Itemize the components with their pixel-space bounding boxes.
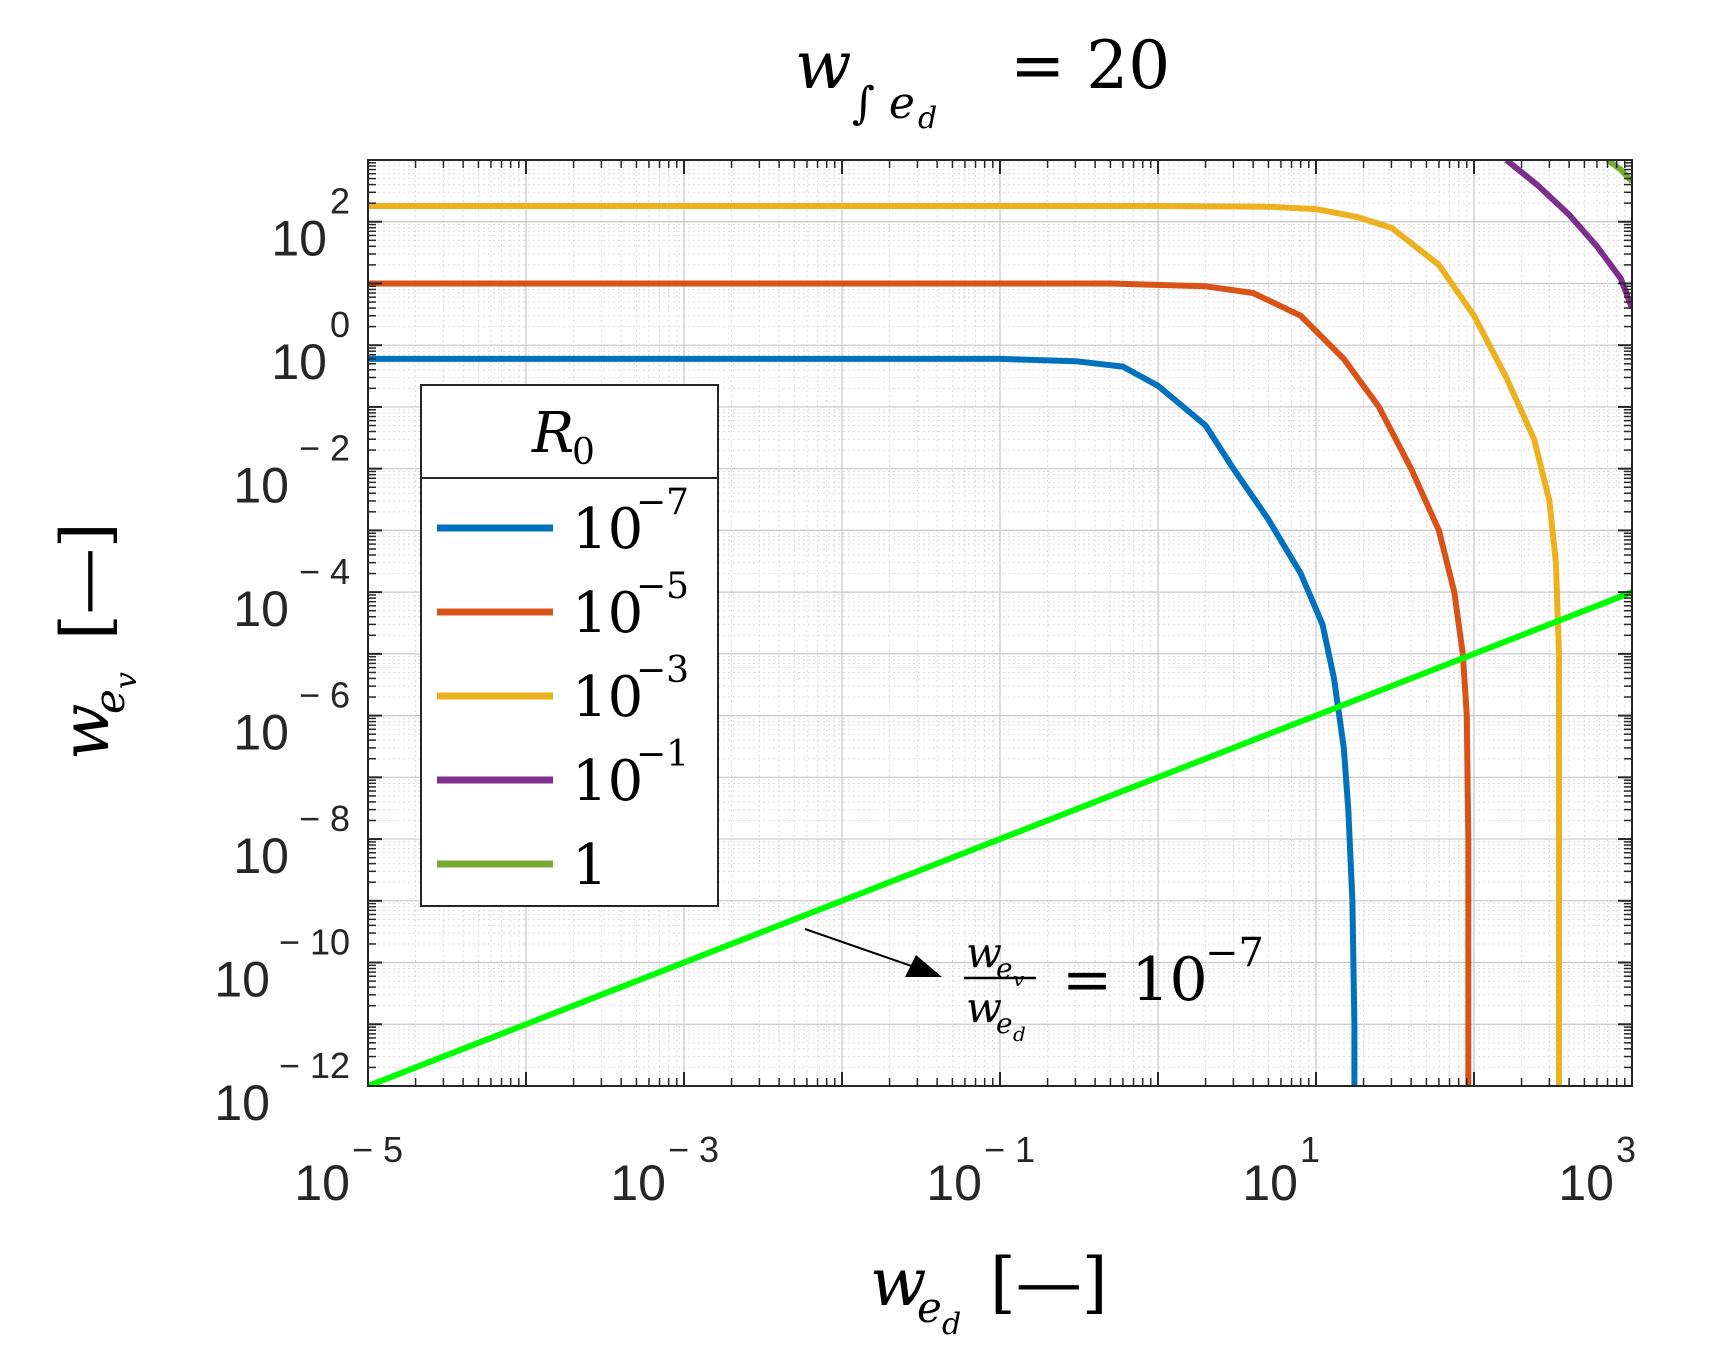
legend-entry: 1 — [437, 833, 608, 898]
legend-entry-base: 10 — [572, 581, 643, 646]
legend-entry-exponent: −1 — [636, 734, 689, 775]
chart-title: w — [795, 27, 852, 104]
y-tick-label-base: 10 — [233, 458, 289, 514]
series-layer — [368, 160, 1632, 1086]
title-rhs: = 20 — [1010, 27, 1170, 104]
legend-entry-exponent: −7 — [636, 482, 689, 523]
y-tick-label-exponent: 2 — [330, 181, 350, 222]
x-tick-label: 10− 5 — [294, 1129, 403, 1211]
annotation-num-var: w — [966, 928, 1002, 977]
y-tick-label-exponent: − 8 — [299, 798, 350, 839]
series-line-5 — [368, 589, 1632, 1086]
y-tick-label-exponent: − 10 — [279, 922, 350, 963]
title-integral-sub: ∫ e — [852, 78, 915, 129]
y-tick-label-base: 10 — [271, 334, 327, 390]
annotation-rhs: = 10 — [1062, 945, 1208, 1015]
legend-entry-exponent: −3 — [636, 650, 689, 691]
y-tick-label-exponent: − 2 — [299, 428, 350, 469]
title-subsub: d — [918, 101, 937, 136]
x-tick-label-base: 10 — [294, 1155, 350, 1211]
x-tick-label-base: 10 — [610, 1155, 666, 1211]
y-axis-label-var: w — [47, 704, 124, 761]
y-tick-label: − 410 — [233, 551, 350, 637]
legend-entry: 10−7 — [437, 482, 689, 562]
x-tick-label: 10− 1 — [926, 1129, 1035, 1211]
x-tick-label-exponent: − 5 — [352, 1129, 403, 1170]
y-tick-label: 210 — [271, 181, 350, 267]
y-tick-label: − 610 — [233, 675, 350, 761]
y-tick-label-base: 10 — [214, 952, 270, 1008]
series-line-0 — [368, 355, 1358, 1086]
y-tick-label-base: 10 — [233, 705, 289, 761]
x-tick-label-exponent: − 1 — [984, 1129, 1035, 1170]
annotation-arrowhead — [905, 955, 942, 977]
legend-entry: 10−1 — [437, 734, 689, 814]
legend-entry: 10−5 — [437, 566, 689, 646]
y-tick-label: − 810 — [233, 798, 350, 884]
y-tick-label-base: 10 — [214, 1075, 270, 1131]
legend-entry-base: 1 — [572, 833, 608, 898]
legend: R 0 10−710−510−310−11 — [420, 384, 719, 907]
y-tick-label-base: 10 — [233, 581, 289, 637]
title-var: w — [795, 27, 852, 104]
y-tick-label-exponent: − 12 — [279, 1045, 350, 1086]
y-axis-label: w e v [—] — [47, 523, 144, 761]
x-tick-label: 101 — [1242, 1129, 1320, 1211]
x-tick-label-exponent: 3 — [1616, 1129, 1636, 1170]
x-tick-label-base: 10 — [1558, 1155, 1614, 1211]
x-tick-label: 103 — [1558, 1129, 1636, 1211]
y-axis-label-sub: e — [85, 689, 134, 714]
legend-title-sub: 0 — [572, 432, 595, 473]
x-axis-label-subsub: d — [942, 1307, 961, 1342]
x-tick-label-exponent: − 3 — [668, 1129, 719, 1170]
y-tick-label-exponent: 0 — [330, 304, 350, 345]
annotation-num-sub: e — [996, 952, 1013, 985]
series-line-4 — [1605, 160, 1632, 184]
annotation-den-var: w — [966, 983, 1002, 1032]
legend-title: R — [531, 401, 574, 466]
x-tick-label-base: 10 — [926, 1155, 982, 1211]
legend-entry-base: 10 — [572, 497, 643, 562]
annotation-rhs-exp: −7 — [1205, 930, 1264, 976]
y-tick-label-base: 10 — [271, 211, 327, 267]
legend-entry-exponent: −5 — [636, 566, 689, 607]
annotation-den-sub: e — [996, 1007, 1013, 1040]
y-tick-label-exponent: − 6 — [299, 675, 350, 716]
y-axis-label-unit: [—] — [47, 523, 124, 641]
y-tick-label-exponent: − 4 — [299, 551, 350, 592]
x-tick-label-exponent: 1 — [1300, 1129, 1320, 1170]
legend-entry-base: 10 — [572, 665, 643, 730]
y-tick-label: 010 — [271, 304, 350, 390]
legend-entry: 10−3 — [437, 650, 689, 730]
annotation: w e v w e d = 10 −7 — [804, 928, 1264, 1046]
x-axis-label-unit: [—] — [990, 1244, 1108, 1321]
tick-marks — [367, 159, 1633, 1087]
x-tick-label: 10− 3 — [610, 1129, 719, 1211]
x-tick-label-base: 10 — [1242, 1155, 1298, 1211]
annotation-arrow-shaft — [804, 928, 921, 970]
x-axis-label-var: w — [870, 1244, 927, 1321]
y-tick-label: − 210 — [233, 428, 350, 514]
legend-entries: 10−710−510−310−11 — [437, 482, 689, 898]
annotation-den-subsub: d — [1013, 1022, 1026, 1046]
legend-box — [420, 384, 719, 907]
series-line-1 — [368, 280, 1472, 1086]
legend-entry-base: 10 — [572, 749, 643, 814]
y-tick-label-base: 10 — [233, 828, 289, 884]
y-axis-label-subsub: v — [109, 672, 144, 689]
x-axis-label-sub: e — [917, 1283, 942, 1332]
